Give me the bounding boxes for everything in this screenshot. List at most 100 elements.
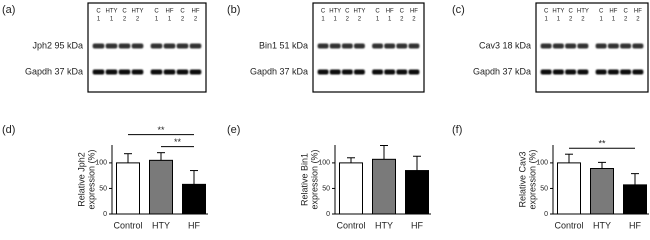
lane-number: 1 [544,17,548,23]
band [552,69,564,75]
bar [557,162,581,215]
y-axis-label: Relative Jph2 [76,152,86,207]
lane-group: C [599,9,604,15]
band [317,69,329,75]
bar [623,184,647,215]
band [372,69,384,75]
band [329,69,341,75]
band [317,43,329,49]
x-tick-label: HF [411,220,423,230]
band [118,43,131,49]
lane-group: C [375,9,380,15]
x-tick-label: HTY [593,220,611,230]
lane-number: 2 [400,17,404,23]
panel-label: (a) [2,4,15,16]
band [118,69,131,75]
band [552,43,564,49]
row-label: Jph2 95 kDa [32,40,83,50]
x-tick-label: Control [113,220,142,230]
lane-number: 2 [358,17,362,23]
lane-number: 2 [181,17,185,23]
lane-group: C [623,9,628,15]
lane-number: 2 [412,17,416,23]
lane-number: 1 [321,17,325,23]
band [620,43,632,49]
lane-group: C [544,9,549,15]
bar [405,170,429,215]
y-tick-label: 50 [99,185,107,192]
band [632,69,644,75]
band [329,43,341,49]
bar [590,168,614,215]
lane-group: HTY [329,9,341,15]
lane-group: HF [410,9,418,15]
y-tick-label: 50 [540,185,548,192]
y-axis-label: expression (%) [86,149,96,209]
panel-label: (c) [452,4,465,16]
y-axis-label: Relative Bin1 [299,153,309,206]
lane-group: C [400,9,405,15]
lane-number: 2 [636,17,640,23]
blot-frame [535,2,649,93]
band [577,69,589,75]
lane-group: HF [609,9,617,15]
lane-number: 1 [97,17,101,23]
panel-label: (f) [452,124,462,136]
band [372,43,384,49]
band [595,43,607,49]
band [607,69,619,75]
band [92,43,105,49]
x-tick-label: HTY [375,220,393,230]
lane-number: 1 [599,17,603,23]
band [384,69,396,75]
lane-number: 1 [168,17,172,23]
lane-number: 1 [110,17,114,23]
lane-group: C [321,9,326,15]
lane-number: 1 [388,17,392,23]
band [189,43,202,49]
bar [339,162,363,215]
band [341,43,353,49]
lane-number: 2 [346,17,350,23]
panel-label: (d) [2,124,15,136]
lane-number: 1 [557,17,561,23]
band [105,69,118,75]
y-tick-label: 0 [103,211,107,218]
row-label: Cav3 18 kDa [479,40,531,50]
lane-number: 2 [123,17,127,23]
blot-frame [312,2,425,93]
x-tick-label: Control [554,220,583,230]
y-tick-label: 100 [318,160,330,167]
x-tick-label: HF [188,220,200,230]
lane-group: C [122,9,127,15]
band [163,69,176,75]
bar [372,158,396,215]
significance-label: ** [598,139,606,149]
lane-group: HTY [106,9,118,15]
band [595,69,607,75]
y-tick-label: 100 [536,160,548,167]
band [577,43,589,49]
band [384,43,396,49]
lane-number: 2 [136,17,140,23]
band [353,69,365,75]
lane-number: 2 [581,17,585,23]
row-label: Gapdh 37 kDa [25,66,83,76]
band [92,69,105,75]
lane-number: 2 [624,17,628,23]
band [163,43,176,49]
band [408,43,420,49]
lane-group: HF [634,9,642,15]
blot-frame [87,2,207,93]
lane-group: C [180,9,185,15]
row-label: Gapdh 37 kDa [250,66,308,76]
panel-label: (e) [227,124,240,136]
band [565,43,577,49]
lane-number: 2 [569,17,573,23]
lane-group: HTY [577,9,589,15]
band [540,69,552,75]
band [353,43,365,49]
y-tick-label: 0 [544,211,548,218]
y-tick-label: 50 [322,185,330,192]
x-tick-label: HTY [152,220,170,230]
